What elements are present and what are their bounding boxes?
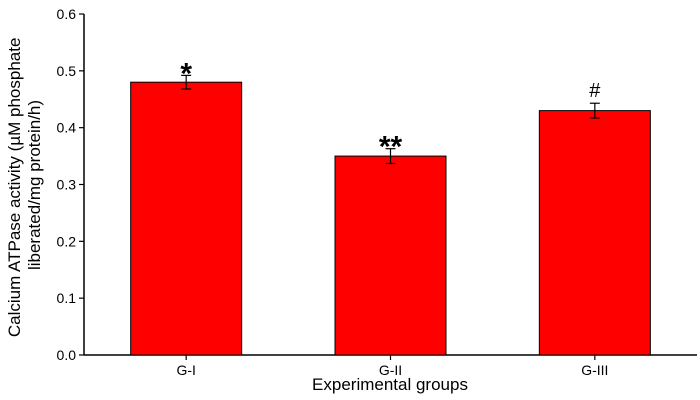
bars: ***# — [130, 57, 651, 356]
x-axis-title: Experimental groups — [312, 375, 468, 394]
y-tick-label: 0.2 — [57, 233, 77, 249]
x-axis-categories: G-I G-II G-III — [176, 355, 608, 378]
bar — [334, 155, 447, 356]
y-tick-label: 0.3 — [57, 177, 77, 193]
x-category-label: G-III — [581, 362, 608, 378]
x-category-label: G-II — [379, 362, 402, 378]
bar — [130, 81, 243, 356]
y-axis-title-line-1: Calcium ATPase activity (µM phosphate — [5, 38, 24, 338]
y-tick-label: 0.1 — [57, 290, 77, 306]
bar — [538, 110, 651, 356]
significance-annotation: * — [180, 57, 192, 90]
y-tick-label: 0.0 — [57, 347, 77, 363]
significance-annotation: ** — [379, 131, 403, 164]
y-axis-title-line-2: liberated/mg protein/h) — [25, 100, 44, 270]
significance-annotation: # — [589, 80, 601, 102]
y-axis-title: Calcium ATPase activity (µM phosphate li… — [5, 33, 44, 337]
y-axis-ticks: 0.0 0.1 0.2 0.3 0.4 0.5 0.6 — [57, 6, 84, 363]
y-tick-label: 0.6 — [57, 6, 77, 22]
y-tick-label: 0.4 — [57, 120, 77, 136]
x-category-label: G-I — [176, 362, 195, 378]
y-tick-label: 0.5 — [57, 63, 77, 79]
